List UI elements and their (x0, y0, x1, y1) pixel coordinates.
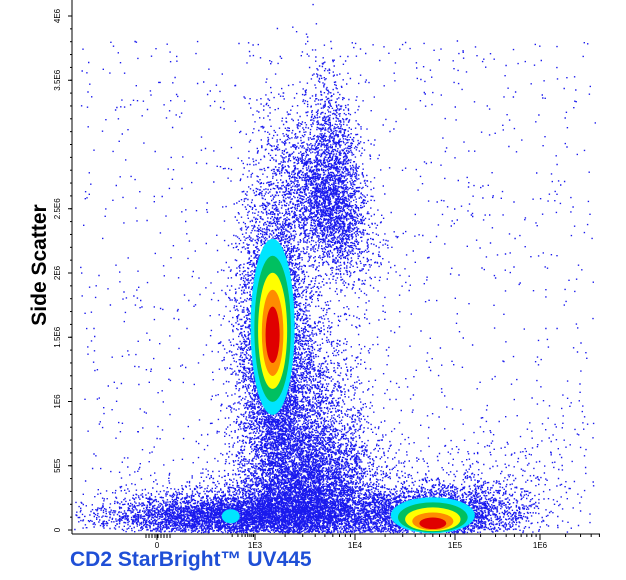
y-tick-label: 1E6 (53, 394, 62, 409)
density-contour-right-level-5 (419, 517, 447, 530)
y-tick-label: 5E5 (53, 458, 62, 473)
y-tick-label: 0 (53, 527, 62, 532)
chart-dots-layer (74, 3, 596, 534)
y-tick-label: 1.5E6 (53, 326, 62, 347)
y-axis-label-box: Side Scatter (20, 0, 60, 530)
y-axis-label: Side Scatter (28, 204, 51, 326)
y-tick-label: 4E6 (53, 8, 62, 23)
x-tick-group: 0 1E3 1E4 1E5 1E6 (145, 534, 600, 550)
chart-axes (71, 0, 600, 535)
y-tick-group: 0 5E5 1E6 1.5E6 2E6 2.5E6 3.5E6 4E6 (53, 8, 72, 532)
scatter-dots (74, 3, 596, 534)
chart-density-contours (221, 238, 475, 534)
density-contour-small (221, 509, 240, 524)
density-contour-main-level-5 (265, 306, 280, 363)
x-tick-label: 1E4 (348, 541, 363, 550)
x-axis-label: CD2 StarBright™ UV445 (70, 548, 312, 571)
x-tick-label: 1E5 (448, 541, 463, 550)
x-tick-label: 1E3 (248, 541, 263, 550)
y-tick-label: 2E6 (53, 265, 62, 280)
x-tick-label: 0 (155, 541, 160, 550)
x-tick-label: 1E6 (533, 541, 548, 550)
y-tick-label: 2.5E6 (53, 198, 62, 219)
y-tick-label: 3.5E6 (53, 69, 62, 90)
